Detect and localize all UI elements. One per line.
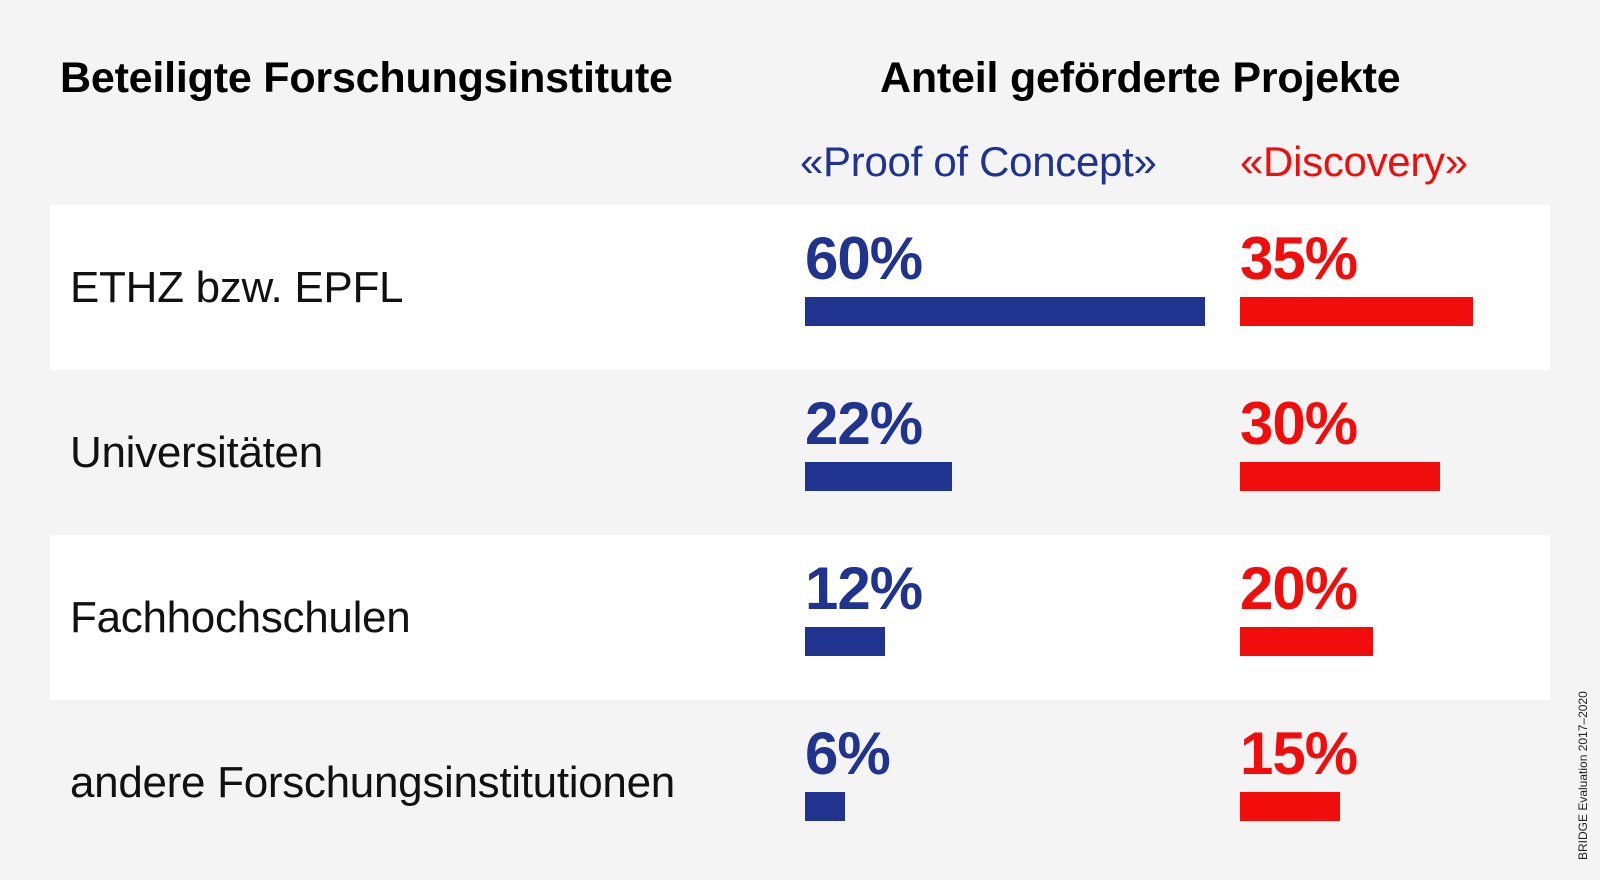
bar-proof-of-concept bbox=[805, 627, 885, 656]
value-label-proof-of-concept: 22% bbox=[805, 390, 923, 457]
row-universit-ten: Universitäten 22% 30% bbox=[50, 370, 1550, 535]
series-header-proof-of-concept: «Proof of Concept» bbox=[800, 138, 1157, 185]
bar-proof-of-concept bbox=[805, 462, 952, 491]
value-label-discovery: 15% bbox=[1240, 720, 1358, 787]
row-ethz-bzw-epfl: ETHZ bzw. EPFL 60% 35% bbox=[50, 205, 1550, 370]
bar-discovery bbox=[1240, 297, 1473, 326]
bar-discovery bbox=[1240, 792, 1340, 821]
category-label: andere Forschungsinstitutionen bbox=[70, 757, 675, 807]
bar-discovery bbox=[1240, 462, 1440, 491]
category-label: ETHZ bzw. EPFL bbox=[70, 262, 404, 312]
value-label-discovery: 35% bbox=[1240, 225, 1358, 292]
chart-title: Anteil geförderte Projekte bbox=[880, 54, 1401, 102]
row-fachhochschulen: Fachhochschulen 12% 20% bbox=[50, 535, 1550, 700]
value-label-discovery: 20% bbox=[1240, 555, 1358, 622]
bar-proof-of-concept bbox=[805, 792, 845, 821]
bar-discovery bbox=[1240, 627, 1373, 656]
category-label: Fachhochschulen bbox=[70, 592, 411, 642]
value-label-proof-of-concept: 6% bbox=[805, 720, 891, 787]
source-footnote: BRIDGE Evaluation 2017–2020 bbox=[1576, 691, 1590, 860]
bar-proof-of-concept bbox=[805, 297, 1205, 326]
value-label-proof-of-concept: 60% bbox=[805, 225, 923, 292]
value-label-proof-of-concept: 12% bbox=[805, 555, 923, 622]
series-header-discovery: «Discovery» bbox=[1240, 138, 1468, 185]
category-label: Universitäten bbox=[70, 427, 323, 477]
value-label-discovery: 30% bbox=[1240, 390, 1358, 457]
category-header: Beteiligte Forschungsinstitute bbox=[60, 54, 673, 102]
row-andere-forschungsinstitutionen: andere Forschungsinstitutionen 6% 15% bbox=[50, 700, 1550, 865]
